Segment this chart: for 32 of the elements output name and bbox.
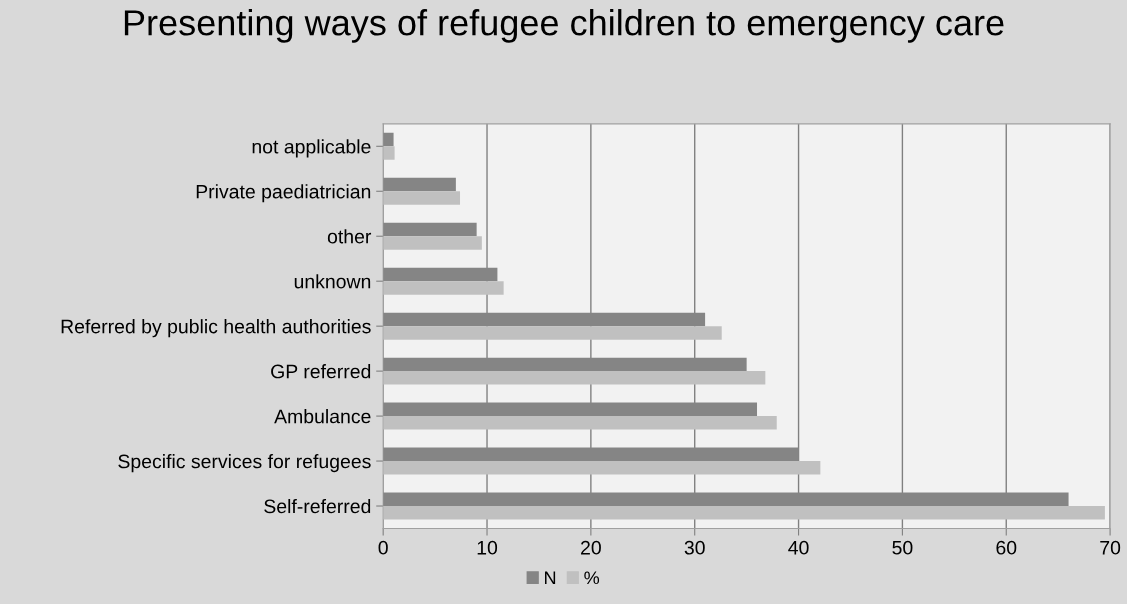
bar [383, 132, 394, 147]
chart-title: Presenting ways of refugee children to emergency care [124, 9, 1004, 43]
y-tick-label: Specific services for refugees [118, 454, 371, 473]
bar [383, 146, 395, 160]
x-tick-label: 60 [996, 540, 1017, 555]
bar [383, 191, 461, 205]
y-tick-label: Self-referred [264, 498, 371, 514]
y-tick-label: Referred by public health authorities [61, 319, 371, 338]
x-tick-label: 70 [1100, 540, 1121, 555]
x-tick-label: 40 [788, 540, 809, 555]
y-tick-label: Ambulance [274, 409, 371, 424]
bar [383, 236, 482, 250]
legend-label: N [545, 571, 556, 584]
x-tick-label: 0 [378, 540, 388, 555]
bar [383, 416, 777, 430]
y-tick-label: not applicable [252, 139, 371, 158]
x-tick-label: 20 [581, 540, 601, 555]
y-tick-label: unknown [294, 274, 371, 289]
y-tick-label: Private paediatrician [196, 184, 371, 203]
x-tick-label: 30 [684, 540, 705, 555]
y-tick-label: GP referred [271, 364, 371, 379]
bar [383, 461, 821, 475]
bar [383, 281, 504, 295]
legend-label: % [584, 571, 600, 585]
bar [383, 506, 1105, 520]
bar [383, 177, 456, 192]
y-tick-label: other [327, 229, 372, 244]
bar [383, 222, 477, 237]
bar [383, 326, 722, 340]
x-tick-label: 10 [477, 540, 498, 555]
bar [383, 371, 766, 385]
x-tick-label: 50 [892, 540, 913, 555]
